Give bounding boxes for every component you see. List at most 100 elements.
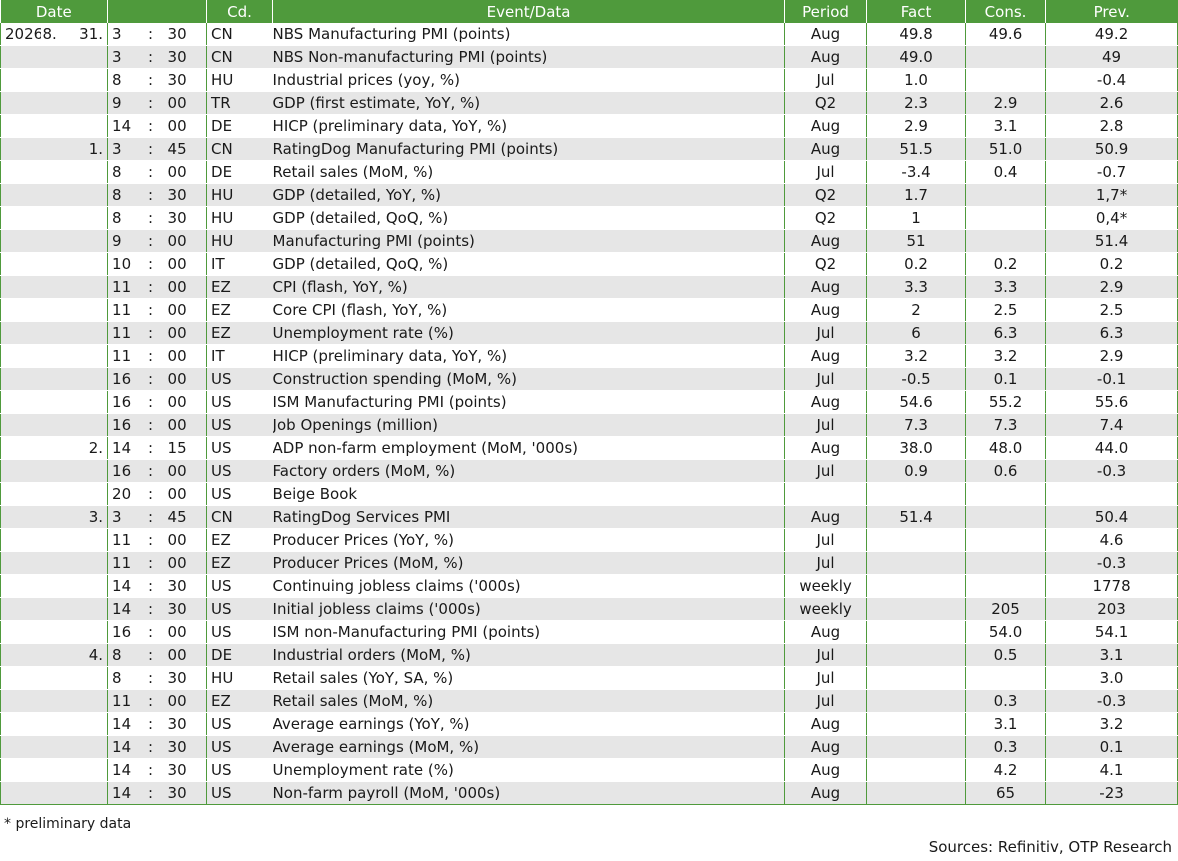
cell-month <box>40 643 71 667</box>
cell-day <box>70 574 109 598</box>
cell-event: Unemployment rate (%) <box>272 758 786 782</box>
cell-hour: 16 <box>107 413 138 437</box>
cell-event: Producer Prices (YoY, %) <box>272 528 786 552</box>
table-row: 14:30 US Continuing jobless claims ('000s)… <box>0 574 1178 598</box>
cell-country-code: US <box>206 367 273 391</box>
cell-year <box>0 321 41 345</box>
cell-period: Aug <box>784 436 868 460</box>
cell-time-separator: : <box>137 436 164 460</box>
cell-prev: 44.0 <box>1045 436 1178 460</box>
cell-time-separator: : <box>137 206 164 230</box>
table-row: 14:30 US Unemployment rate (%) Aug 4.2 4.1 <box>0 758 1178 782</box>
cell-month <box>40 68 71 92</box>
cell-hour: 11 <box>107 298 138 322</box>
cell-year <box>0 91 41 115</box>
cell-prev: -0.3 <box>1045 689 1178 713</box>
cell-period: Aug <box>784 758 868 782</box>
table-row: 14:30 US Average earnings (YoY, %) Aug 3.1 3.… <box>0 712 1178 736</box>
header-period: Period <box>784 0 867 23</box>
cell-prev: 203 <box>1045 597 1178 621</box>
table-row: 11:00 EZ Producer Prices (YoY, %) Jul 4.6 <box>0 528 1178 552</box>
table-row: 11:00 EZ Producer Prices (MoM, %) Jul -0.3 <box>0 551 1178 575</box>
table-row: 8:30 HU GDP (detailed, YoY, %) Q2 1.7 1,7* <box>0 183 1178 207</box>
cell-time-separator: : <box>137 413 164 437</box>
cell-month <box>40 45 71 69</box>
cell-month <box>40 206 71 230</box>
cell-minute: 30 <box>163 45 208 69</box>
cell-fact <box>866 666 967 690</box>
header-row: Date Cd. Event/Data Period Fact Cons. Pr… <box>0 0 1178 23</box>
table-row: 11:00 EZ CPI (flash, YoY, %) Aug 3.3 3.3 2.9 <box>0 275 1178 299</box>
cell-minute: 00 <box>163 620 208 644</box>
cell-year <box>0 712 41 736</box>
cell-time-separator: : <box>137 597 164 621</box>
cell-year <box>0 390 41 414</box>
cell-year <box>0 183 41 207</box>
cell-cons <box>965 183 1047 207</box>
cell-event: Manufacturing PMI (points) <box>272 229 786 253</box>
cell-period: Aug <box>784 137 868 161</box>
cell-hour: 11 <box>107 275 138 299</box>
cell-period: weekly <box>784 597 868 621</box>
cell-time-separator: : <box>137 758 164 782</box>
cell-month <box>40 505 71 529</box>
cell-event: Retail sales (MoM, %) <box>272 689 786 713</box>
cell-cons: 48.0 <box>965 436 1047 460</box>
cell-fact <box>866 735 967 759</box>
cell-cons: 7.3 <box>965 413 1047 437</box>
cell-month <box>40 229 71 253</box>
cell-prev: -0.3 <box>1045 551 1178 575</box>
cell-month <box>40 252 71 276</box>
cell-country-code: IT <box>206 252 273 276</box>
cell-fact: 2.3 <box>866 91 967 115</box>
cell-period: Jul <box>784 413 868 437</box>
cell-day <box>70 528 109 552</box>
cell-country-code: US <box>206 459 273 483</box>
cell-cons: 51.0 <box>965 137 1047 161</box>
header-fact: Fact <box>866 0 966 23</box>
cell-prev: 50.4 <box>1045 505 1178 529</box>
cell-hour: 11 <box>107 321 138 345</box>
cell-event: GDP (first estimate, YoY, %) <box>272 91 786 115</box>
table-row: 8:30 HU Retail sales (YoY, SA, %) Jul 3.0 <box>0 666 1178 690</box>
cell-period: Aug <box>784 45 868 69</box>
cell-cons <box>965 574 1047 598</box>
cell-day: 3. <box>70 505 109 529</box>
cell-period: Aug <box>784 712 868 736</box>
cell-prev: -23 <box>1045 781 1178 805</box>
cell-time-separator: : <box>137 643 164 667</box>
cell-minute: 45 <box>163 137 208 161</box>
cell-time-separator: : <box>137 183 164 207</box>
cell-year <box>0 620 41 644</box>
cell-month <box>40 551 71 575</box>
cell-prev: 3.1 <box>1045 643 1178 667</box>
cell-prev: 2.9 <box>1045 275 1178 299</box>
cell-prev: -0.7 <box>1045 160 1178 184</box>
cell-country-code: HU <box>206 206 273 230</box>
header-event: Event/Data <box>272 0 785 23</box>
cell-fact: 1 <box>866 206 967 230</box>
cell-period: Jul <box>784 666 868 690</box>
table-row: 16:00 US ISM non-Manufacturing PMI (points… <box>0 620 1178 644</box>
cell-event: GDP (detailed, QoQ, %) <box>272 206 786 230</box>
cell-fact <box>866 758 967 782</box>
table-row: 8:30 HU GDP (detailed, QoQ, %) Q2 1 0,4* <box>0 206 1178 230</box>
cell-cons: 3.1 <box>965 114 1047 138</box>
cell-year <box>0 505 41 529</box>
cell-month <box>40 689 71 713</box>
cell-event: Construction spending (MoM, %) <box>272 367 786 391</box>
cell-period: Jul <box>784 367 868 391</box>
cell-event: Initial jobless claims ('000s) <box>272 597 786 621</box>
cell-cons: 0.4 <box>965 160 1047 184</box>
cell-time-separator: : <box>137 252 164 276</box>
cell-event: Continuing jobless claims ('000s) <box>272 574 786 598</box>
cell-cons <box>965 505 1047 529</box>
cell-cons <box>965 229 1047 253</box>
cell-event: Industrial orders (MoM, %) <box>272 643 786 667</box>
cell-prev: 6.3 <box>1045 321 1178 345</box>
cell-day <box>70 275 109 299</box>
cell-country-code: EZ <box>206 275 273 299</box>
cell-country-code: US <box>206 436 273 460</box>
cell-time-separator: : <box>137 298 164 322</box>
cell-year <box>0 643 41 667</box>
